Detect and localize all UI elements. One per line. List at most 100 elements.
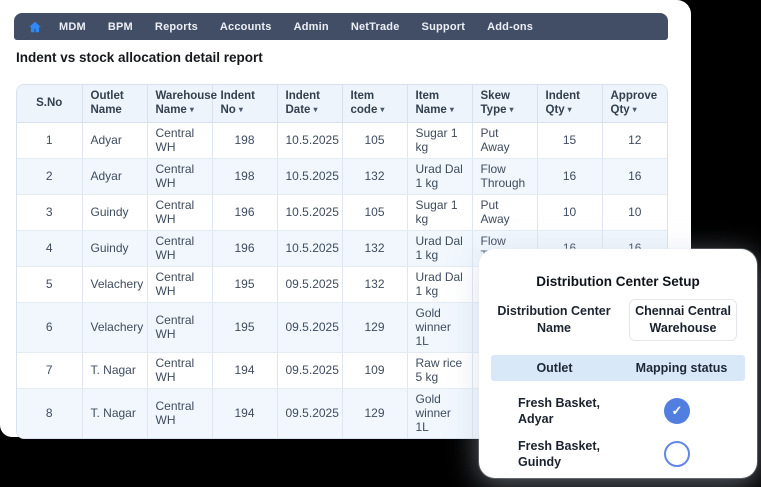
dc-name-field-row: Distribution Center Name Chennai Central… [479, 299, 757, 341]
table-cell: 195 [212, 302, 278, 353]
table-cell: 8 [17, 388, 83, 438]
sort-arrow-icon[interactable]: ▾ [380, 105, 385, 115]
table-cell: 4 [17, 230, 83, 267]
column-header-indent-date[interactable]: Indent Date ▾ [277, 85, 343, 123]
table-cell: 16 [537, 158, 603, 195]
column-header-warehouse-name[interactable]: Warehouse Name ▾ [147, 85, 217, 123]
mapping-status-unchecked-icon[interactable] [664, 440, 690, 467]
table-cell: Central WH [147, 302, 213, 353]
table-cell: Put Away [472, 194, 538, 231]
sort-arrow-icon[interactable]: ▾ [189, 105, 194, 115]
nav-item-mdm[interactable]: MDM [59, 20, 86, 33]
outlet-list: Fresh Basket, Adyar ✓ Fresh Basket, Guindy [479, 390, 757, 475]
table-cell: Urad Dal 1 kg [407, 266, 473, 303]
table-cell: 09.5.2025 [277, 352, 343, 389]
table-cell: Urad Dal 1 kg [407, 158, 473, 195]
table-cell: Flow Through [472, 158, 538, 195]
table-cell: 1 [17, 122, 83, 159]
table-cell: 3 [17, 194, 83, 231]
table-cell: 194 [212, 388, 278, 438]
column-header-indent-qty[interactable]: Indent Qty ▾ [537, 85, 603, 123]
nav-item-nettrade[interactable]: NetTrade [350, 20, 400, 33]
table-cell: T. Nagar [82, 352, 148, 389]
page-title: Indent vs stock allocation detail report [16, 50, 263, 65]
table-cell: 16 [602, 158, 667, 195]
outlet-name: Fresh Basket, Adyar [518, 396, 600, 427]
sort-arrow-icon[interactable]: ▾ [238, 105, 243, 115]
sort-arrow-icon[interactable]: ▾ [313, 105, 318, 115]
table-cell: 09.5.2025 [277, 266, 343, 303]
dc-name-label: Distribution Center Name [497, 303, 611, 336]
table-cell: Central WH [147, 122, 213, 159]
table-cell: Velachery [82, 302, 148, 353]
table-cell: 10.5.2025 [277, 230, 343, 267]
mapping-status-column-header: Mapping status [635, 361, 728, 375]
table-cell: 132 [342, 158, 408, 195]
column-header-s-no: S.No [17, 85, 83, 123]
table-row: 3 Guindy Central WH 196 10.5.2025 105 Sugar 1 … [17, 194, 667, 231]
table-cell: 194 [212, 352, 278, 389]
table-cell: Central WH [147, 388, 213, 438]
table-row: 1 Adyar Central WH 198 10.5.2025 105 Sugar 1 k… [17, 122, 667, 159]
table-cell: Urad Dal 1 kg [407, 230, 473, 267]
table-cell: Sugar 1 kg [407, 122, 473, 159]
table-cell: Velachery [82, 266, 148, 303]
table-cell: 105 [342, 194, 408, 231]
nav-item-reports[interactable]: Reports [154, 20, 198, 33]
table-cell: 2 [17, 158, 83, 195]
table-cell: Sugar 1 kg [407, 194, 473, 231]
outlet-row: Fresh Basket, Guindy [479, 433, 757, 476]
table-cell: 196 [212, 230, 278, 267]
table-cell: Central WH [147, 266, 213, 303]
table-cell: 10.5.2025 [277, 194, 343, 231]
table-cell: Central WH [147, 230, 213, 267]
table-cell: 109 [342, 352, 408, 389]
table-cell: 10.5.2025 [277, 122, 343, 159]
table-cell: 132 [342, 266, 408, 303]
table-cell: T. Nagar [82, 388, 148, 438]
nav-item-bpm[interactable]: BPM [107, 20, 133, 33]
nav-item-admin[interactable]: Admin [293, 20, 329, 33]
column-header-approve-qty[interactable]: Approve Qty ▾ [602, 85, 667, 123]
table-cell: 12 [602, 122, 667, 159]
table-cell: Put Away [472, 122, 538, 159]
table-cell: Central WH [147, 158, 213, 195]
table-cell: 129 [342, 388, 408, 438]
column-header-skew-type[interactable]: Skew Type ▾ [472, 85, 538, 123]
dc-name-value[interactable]: Chennai Central Warehouse [629, 299, 737, 341]
column-header-item-code[interactable]: Item code ▾ [342, 85, 408, 123]
table-cell: Gold winner 1L [407, 388, 473, 438]
mapping-status-checked-icon[interactable]: ✓ [664, 398, 690, 425]
table-cell: Adyar [82, 122, 148, 159]
table-row: 2 Adyar Central WH 198 10.5.2025 132 Urad Dal … [17, 158, 667, 195]
table-cell: 105 [342, 122, 408, 159]
sort-arrow-icon[interactable]: ▾ [567, 105, 572, 115]
table-cell: Central WH [147, 194, 213, 231]
table-cell: 09.5.2025 [277, 388, 343, 438]
nav-item-add-ons[interactable]: Add-ons [487, 20, 534, 33]
column-header-item-name[interactable]: Item Name ▾ [407, 85, 473, 123]
table-cell: 198 [212, 122, 278, 159]
table-cell: 15 [537, 122, 603, 159]
sort-arrow-icon[interactable]: ▾ [632, 105, 637, 115]
table-cell: Gold winner 1L [407, 302, 473, 353]
table-cell: 5 [17, 266, 83, 303]
home-icon [28, 20, 42, 34]
modal-title: Distribution Center Setup [536, 274, 700, 289]
table-header-row: S.No Outlet Name Warehouse Name ▾ Indent No ▾… [17, 85, 667, 123]
home-button[interactable] [22, 13, 48, 40]
distribution-center-setup-modal: Distribution Center Setup Distribution C… [479, 249, 757, 478]
table-cell: 10 [537, 194, 603, 231]
outlet-table-header: Outlet Mapping status [491, 355, 745, 381]
table-cell: Guindy [82, 230, 148, 267]
nav-item-accounts[interactable]: Accounts [219, 20, 272, 33]
outlet-row: Fresh Basket, Adyar ✓ [479, 390, 757, 433]
sort-arrow-icon[interactable]: ▾ [449, 105, 454, 115]
sort-arrow-icon[interactable]: ▾ [509, 105, 514, 115]
table-cell: 10.5.2025 [277, 158, 343, 195]
column-header-indent-no[interactable]: Indent No ▾ [212, 85, 278, 123]
table-cell: 129 [342, 302, 408, 353]
table-cell: 196 [212, 194, 278, 231]
table-cell: 09.5.2025 [277, 302, 343, 353]
nav-item-support[interactable]: Support [421, 20, 466, 33]
